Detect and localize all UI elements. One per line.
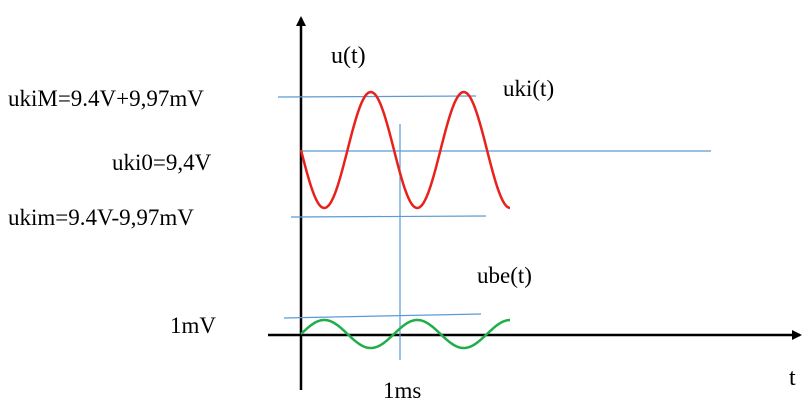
uki-dc-label: uki0=9,4V [112,150,212,175]
y-axis-label: u(t) [331,43,366,69]
uki-signal-label: uki(t) [503,76,554,101]
ube-amp-guide-line [283,313,482,319]
uki-waveform [299,90,511,210]
uki-min-guide-line [290,215,487,218]
ube-signal-label: ube(t) [477,263,532,288]
time-mark-label: 1ms [383,378,421,401]
ube-waveform [300,318,511,350]
uki-min-label: ukim=9.4V-9,97mV [8,205,194,230]
x-axis-label: t [789,365,796,391]
ube-amp-label: 1mV [170,313,216,338]
uki-max-label: ukiM=9.4V+9,97mV [8,86,204,111]
